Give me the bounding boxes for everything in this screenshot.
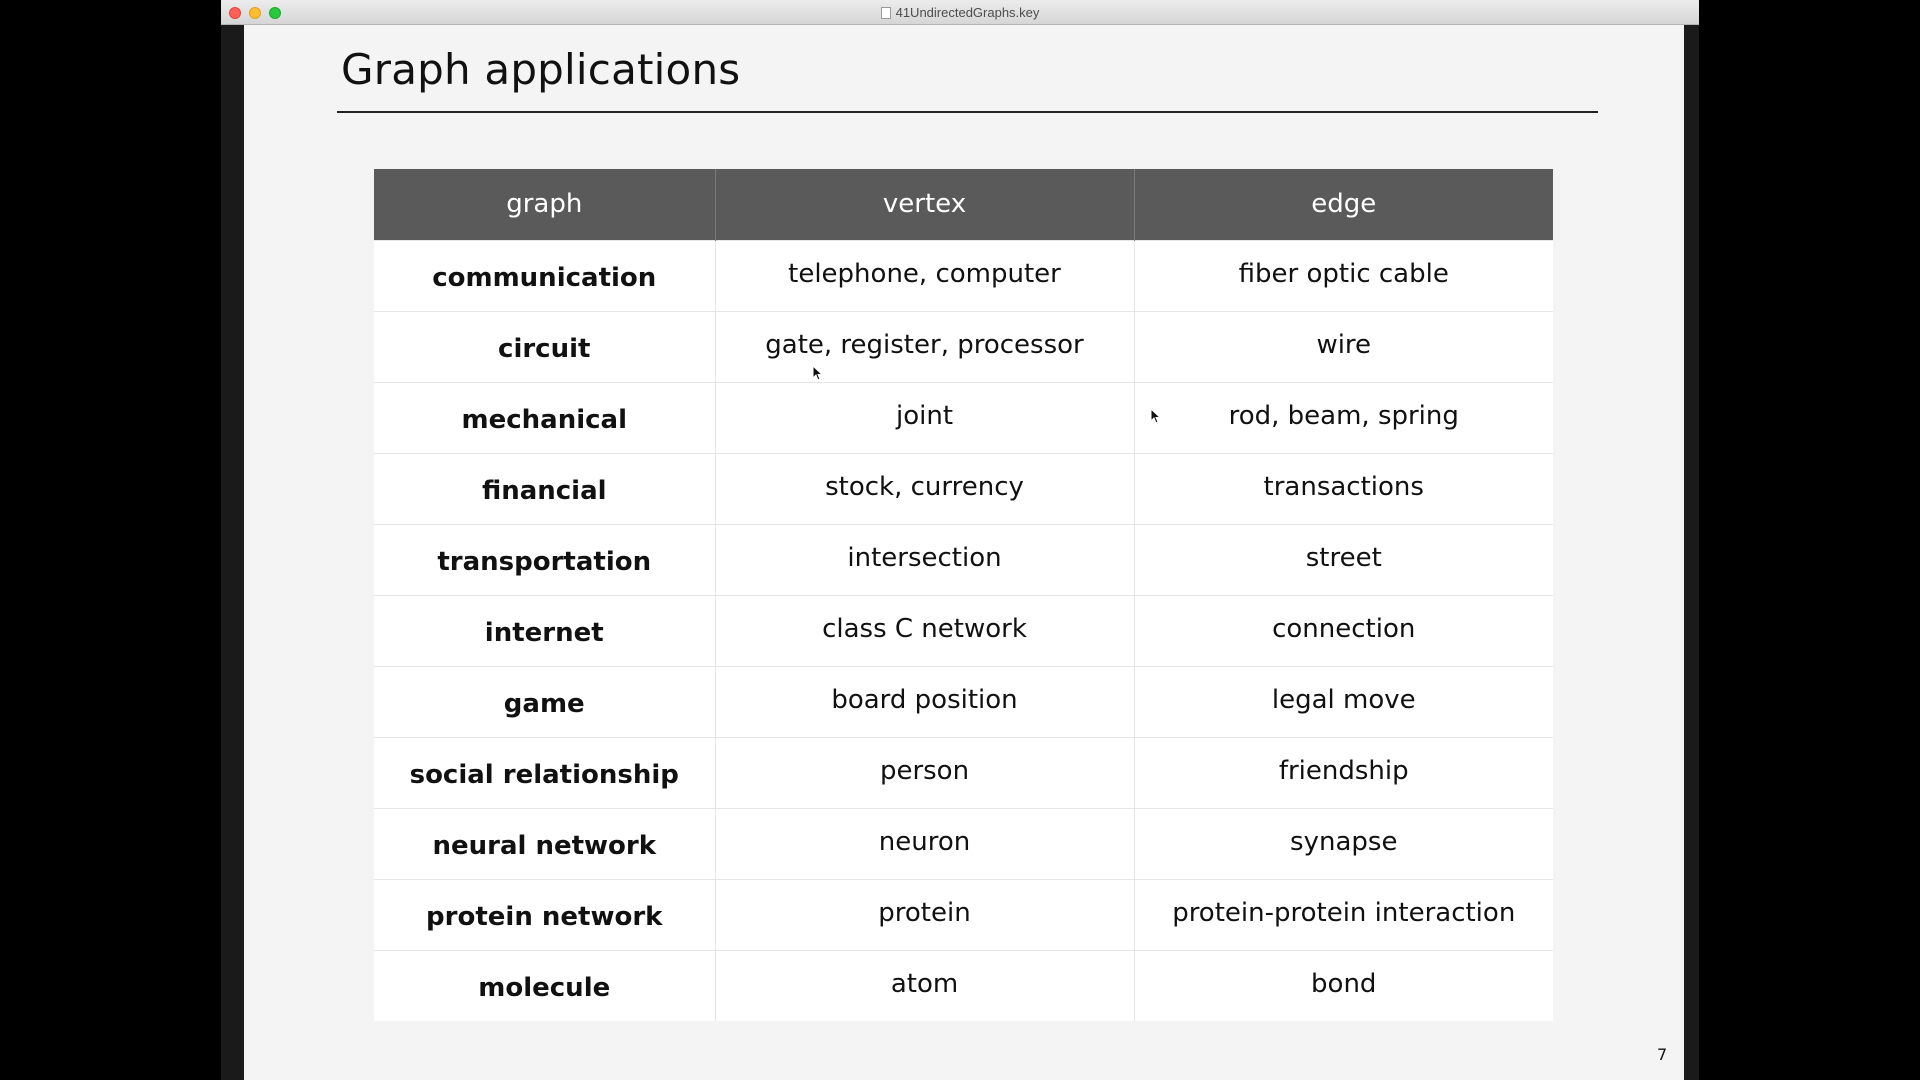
graph-cell: protein network — [374, 878, 716, 950]
title-bar[interactable]: 41UndirectedGraphs.key — [221, 0, 1699, 25]
minimize-window-button[interactable] — [249, 7, 261, 19]
vertex-cell: joint — [715, 381, 1135, 453]
table-row: social relationship person friendship — [374, 736, 1553, 808]
header-edge: edge — [1134, 169, 1553, 240]
table-row: game board position legal move — [374, 665, 1553, 737]
edge-cell: friendship — [1134, 736, 1553, 808]
vertex-cell: atom — [715, 949, 1135, 1021]
table-row: internet class C network connection — [374, 594, 1553, 666]
page-number: 7 — [1657, 1045, 1668, 1064]
close-window-button[interactable] — [229, 7, 241, 19]
table-row: molecule atom bond — [374, 949, 1553, 1021]
vertex-cell: board position — [715, 665, 1135, 737]
table-row: financial stock, currency transactions — [374, 452, 1553, 524]
window-title: 41UndirectedGraphs.key — [221, 5, 1699, 20]
graph-cell: social relationship — [374, 736, 716, 808]
table-row: circuit gate, register, processor wire — [374, 310, 1553, 382]
graph-cell: game — [374, 665, 716, 737]
slide-title: Graph applications — [341, 45, 741, 94]
vertex-cell: intersection — [715, 523, 1135, 595]
graph-cell: transportation — [374, 523, 716, 595]
table-row: transportation intersection street — [374, 523, 1553, 595]
title-divider — [337, 111, 1598, 113]
graph-cell: neural network — [374, 807, 716, 879]
graph-cell: molecule — [374, 949, 716, 1021]
graph-cell: communication — [374, 239, 716, 311]
keynote-window: 41UndirectedGraphs.key Graph application… — [221, 0, 1699, 1080]
edge-cell: rod, beam, spring — [1134, 381, 1553, 453]
header-graph: graph — [374, 169, 716, 240]
table-row: neural network neuron synapse — [374, 807, 1553, 879]
table-row: mechanical joint rod, beam, spring — [374, 381, 1553, 453]
header-vertex: vertex — [715, 169, 1135, 240]
edge-cell: street — [1134, 523, 1553, 595]
mouse-cursor-icon — [1150, 408, 1162, 424]
document-icon — [880, 7, 891, 19]
edge-cell: legal move — [1134, 665, 1553, 737]
graph-cell: internet — [374, 594, 716, 666]
table-row: protein network protein protein-protein … — [374, 878, 1553, 950]
edge-cell: bond — [1134, 949, 1553, 1021]
graph-cell: circuit — [374, 310, 716, 382]
vertex-cell: person — [715, 736, 1135, 808]
vertex-cell: class C network — [715, 594, 1135, 666]
edge-cell: connection — [1134, 594, 1553, 666]
mouse-cursor-icon — [812, 365, 824, 381]
vertex-cell: telephone, computer — [715, 239, 1135, 311]
vertex-cell: stock, currency — [715, 452, 1135, 524]
graph-cell: mechanical — [374, 381, 716, 453]
vertex-cell: protein — [715, 878, 1135, 950]
edge-cell: transactions — [1134, 452, 1553, 524]
table-header-row: graph vertex edge — [374, 169, 1553, 240]
edge-cell: synapse — [1134, 807, 1553, 879]
edge-cell: wire — [1134, 310, 1553, 382]
edge-cell: protein-protein interaction — [1134, 878, 1553, 950]
table-row: communication telephone, computer fiber … — [374, 239, 1553, 311]
vertex-cell: gate, register, processor — [715, 310, 1135, 382]
window-title-text: 41UndirectedGraphs.key — [895, 5, 1040, 20]
slide: Graph applications graph vertex edge com… — [244, 25, 1684, 1080]
edge-cell: fiber optic cable — [1134, 239, 1553, 311]
maximize-window-button[interactable] — [269, 7, 281, 19]
vertex-cell: neuron — [715, 807, 1135, 879]
graph-applications-table: graph vertex edge communication telephon… — [374, 169, 1553, 1021]
graph-cell: financial — [374, 452, 716, 524]
